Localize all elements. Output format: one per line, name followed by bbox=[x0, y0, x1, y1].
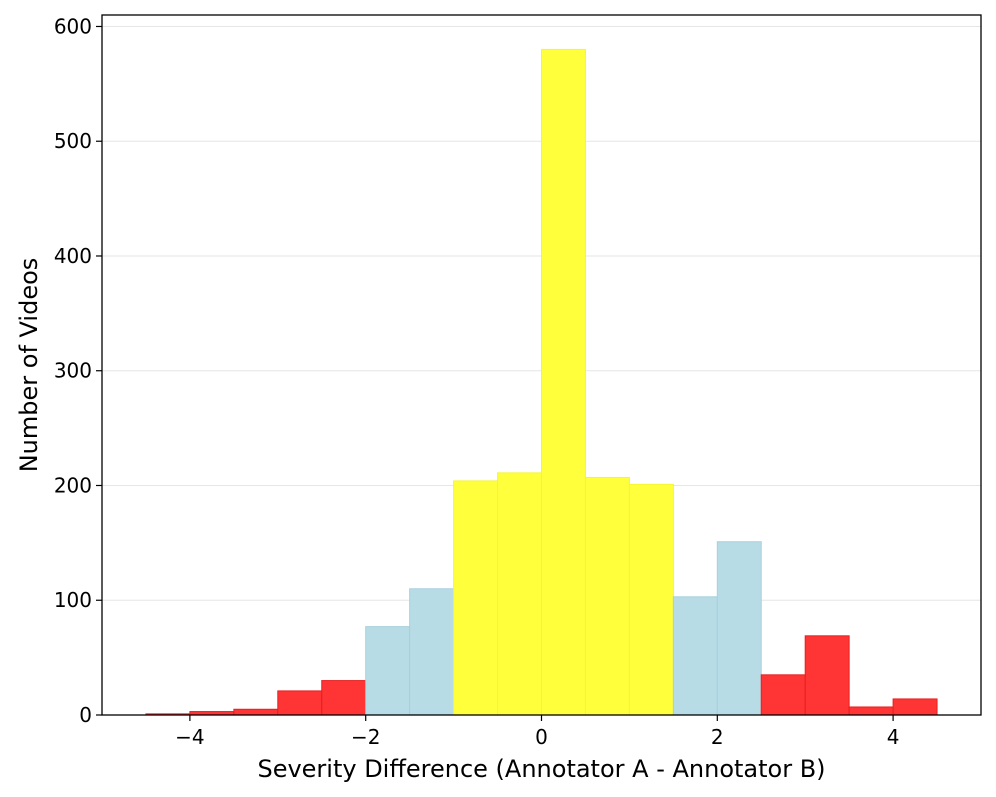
histogram-bar-2 bbox=[233, 708, 279, 716]
x-tick-label-0: −4 bbox=[175, 725, 204, 749]
histogram-bar-3 bbox=[277, 690, 323, 716]
histogram-bar-9 bbox=[541, 48, 586, 716]
histogram-bar-8 bbox=[497, 472, 542, 716]
histogram-bar-11 bbox=[628, 483, 674, 716]
y-tick-label-2: 200 bbox=[54, 473, 92, 497]
histogram-bar-13 bbox=[716, 541, 762, 716]
histogram-bar-16 bbox=[848, 706, 894, 716]
x-tick-label-4: 4 bbox=[887, 725, 900, 749]
y-axis-ticks: 0 100 200 300 400 500 600 bbox=[54, 14, 102, 727]
histogram-bar-15 bbox=[804, 635, 850, 716]
x-tick-label-2: 0 bbox=[535, 725, 548, 749]
histogram-bar-7 bbox=[453, 480, 499, 716]
y-tick-label-3: 300 bbox=[54, 359, 92, 383]
x-tick-label-3: 2 bbox=[711, 725, 724, 749]
x-axis-title: Severity Difference (Annotator A - Annot… bbox=[257, 755, 825, 783]
y-tick-label-5: 500 bbox=[54, 129, 92, 153]
y-tick-label-1: 100 bbox=[54, 588, 92, 612]
x-axis-ticks: −4 −2 0 2 4 bbox=[175, 715, 899, 749]
histogram-bar-5 bbox=[365, 626, 411, 716]
y-tick-label-0: 0 bbox=[79, 703, 92, 727]
histogram-bar-17 bbox=[892, 698, 938, 716]
y-axis-title: Number of Videos bbox=[15, 258, 43, 473]
bars-layer bbox=[145, 48, 938, 716]
histogram-bar-12 bbox=[672, 596, 718, 716]
y-tick-label-4: 400 bbox=[54, 244, 92, 268]
histogram-bar-14 bbox=[760, 674, 806, 716]
histogram-bar-6 bbox=[409, 588, 455, 716]
histogram-bar-4 bbox=[321, 680, 367, 716]
histogram-bar-10 bbox=[584, 476, 630, 716]
x-tick-label-1: −2 bbox=[351, 725, 380, 749]
y-tick-label-6: 600 bbox=[54, 14, 92, 38]
